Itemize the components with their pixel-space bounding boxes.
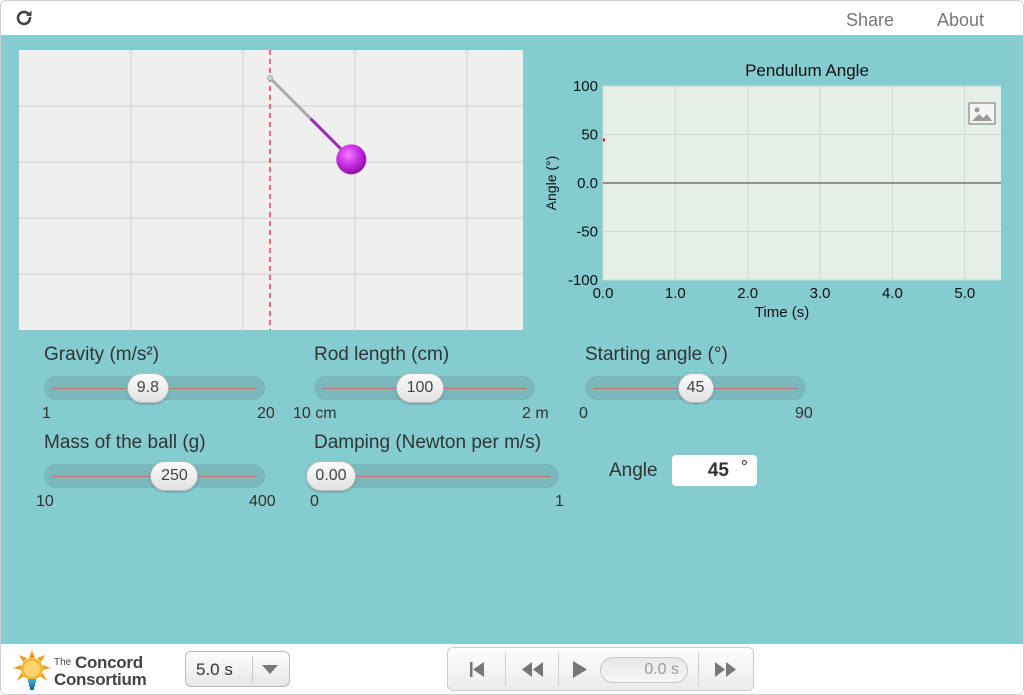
pendulum-canvas	[19, 50, 523, 330]
angle-readout-value: 45	[707, 460, 729, 481]
x-tick-label: 2.0	[737, 285, 758, 302]
pendulum-rod	[268, 76, 312, 120]
angle-readout-label: Angle	[609, 460, 658, 481]
image-icon[interactable]	[968, 102, 996, 125]
starting-angle-max-label: 90	[795, 405, 813, 422]
playback-controls: 0.0 s	[447, 647, 754, 691]
top-bar: Share About	[1, 1, 1023, 35]
x-tick-label: 3.0	[810, 285, 831, 302]
angle-graph: Pendulum Angle 0.0 1.0 2.0 3.0 4.0 5.0 100 50 0.…	[541, 55, 1011, 330]
starting-angle-slider-group: Starting angle (°) 45 0 90	[579, 344, 825, 424]
damping-min-label: 0	[310, 493, 319, 510]
angle-series	[603, 138, 605, 142]
x-tick-label: 5.0	[954, 285, 975, 302]
time-display-value: 0.0 s	[644, 661, 679, 678]
playback-separator-1	[505, 652, 506, 686]
x-tick-label: 4.0	[882, 285, 903, 302]
rod-length-slider-handle[interactable]: 100	[395, 373, 444, 403]
chevron-down-icon[interactable]	[262, 665, 278, 674]
angle-chart: 0.0 1.0 2.0 3.0 4.0 5.0 100 50 0.0 -50 -100 Time (…	[543, 78, 1001, 321]
playback-separator-2	[558, 652, 559, 686]
share-link[interactable]: Share	[846, 10, 895, 30]
y-tick-label: 100	[573, 78, 598, 95]
x-tick-label: 1.0	[665, 285, 686, 302]
play-icon[interactable]	[559, 648, 599, 690]
gravity-max-label: 20	[257, 405, 275, 422]
time-display: 0.0 s	[600, 657, 688, 683]
y-tick-label: 50	[581, 127, 598, 144]
pendulum-view	[19, 50, 523, 330]
damping-track-line	[322, 476, 551, 477]
y-tick-label: -50	[576, 224, 598, 241]
about-link[interactable]: About	[937, 10, 985, 30]
reload-icon[interactable]	[13, 7, 35, 29]
chart-grid	[602, 85, 1001, 281]
y-axis-label: Angle (°)	[543, 156, 559, 211]
pendulum-ball[interactable]	[336, 144, 367, 175]
duration-value: 5.0 s	[196, 660, 233, 679]
playback-separator-3	[698, 652, 699, 686]
mass-max-label: 400	[249, 493, 276, 510]
rod-length-min-label: 10 cm	[293, 405, 337, 422]
gravity-slider-handle[interactable]: 9.8	[126, 373, 169, 403]
mass-min-label: 10	[36, 493, 54, 510]
series-point	[603, 138, 605, 142]
angle-readout-box: 45 °	[672, 455, 757, 486]
step-forward-icon[interactable]	[699, 648, 753, 690]
angle-readout-unit: °	[740, 457, 748, 477]
pendulum-pivot	[267, 75, 273, 81]
step-back-icon[interactable]	[506, 648, 558, 690]
concord-logo-icon[interactable]	[11, 648, 53, 692]
x-tick-label: 0.0	[593, 285, 614, 302]
duration-select[interactable]: 5.0 s	[185, 651, 290, 687]
gravity-slider-group: Gravity (m/s²) 9.8 1 20	[42, 344, 284, 424]
gravity-min-label: 1	[42, 405, 51, 422]
starting-angle-slider-handle[interactable]: 45	[677, 373, 714, 403]
reset-icon[interactable]	[448, 648, 505, 690]
mass-label: Mass of the ball (g)	[44, 432, 206, 453]
logo-text-consortium: Consortium	[54, 670, 147, 689]
mass-slider-handle[interactable]: 250	[150, 461, 199, 491]
y-tick-label: 0.0	[577, 175, 598, 192]
mass-slider-group: Mass of the ball (g) 250 10 400	[36, 432, 294, 512]
chart-ticks: 0.0 1.0 2.0 3.0 4.0 5.0 100 50 0.0 -50 -100	[568, 78, 975, 302]
gravity-label: Gravity (m/s²)	[44, 344, 160, 365]
damping-slider-handle[interactable]: 0.00	[306, 461, 356, 491]
damping-max-label: 1	[555, 493, 564, 510]
duration-separator	[252, 656, 253, 683]
x-axis-label: Time (s)	[755, 304, 809, 321]
starting-angle-label: Starting angle (°)	[585, 344, 728, 365]
y-tick-label: -100	[568, 272, 598, 289]
logo-text-concord: Concord	[75, 653, 143, 672]
rod-length-label: Rod length (cm)	[314, 344, 450, 365]
rod-length-max-label: 2 m	[522, 405, 549, 422]
pendulum-grid	[19, 50, 523, 330]
bottom-bar: The Concord Consortium 5.0 s 0.0 s	[1, 644, 1023, 694]
logo-text-the: The	[54, 657, 72, 668]
starting-angle-min-label: 0	[579, 405, 588, 422]
simulation-area: Pendulum Angle 0.0 1.0 2.0 3.0 4.0 5.0 100 50 0.…	[1, 35, 1023, 644]
damping-slider-group: Damping (Newton per m/s) 0.00 0 1	[306, 432, 584, 512]
rod-length-slider-group: Rod length (cm) 100 10 cm 2 m	[293, 344, 564, 424]
damping-label: Damping (Newton per m/s)	[314, 432, 542, 453]
graph-title: Pendulum Angle	[745, 61, 869, 80]
